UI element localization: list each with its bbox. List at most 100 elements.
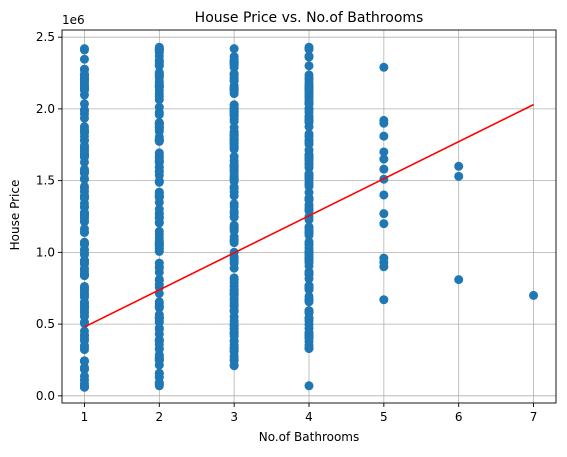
scatter-point — [229, 199, 239, 209]
scatter-point — [79, 152, 89, 162]
scatter-point — [79, 181, 89, 191]
scatter-point — [154, 213, 164, 223]
scatter-point — [154, 177, 164, 187]
scatter-point — [154, 134, 164, 144]
scatter-point — [79, 371, 89, 381]
y-tick-label: 1.0 — [36, 245, 55, 259]
scatter-point — [379, 118, 389, 128]
scatter-point — [304, 297, 314, 307]
scatter-point — [304, 251, 314, 261]
scatter-point — [154, 323, 164, 333]
scatter-point — [379, 295, 389, 305]
scatter-point — [529, 290, 539, 300]
scatter-point — [229, 56, 239, 66]
scatter-point — [454, 161, 464, 171]
scatter-point — [229, 212, 239, 222]
scatter-point — [79, 364, 89, 374]
axes — [58, 29, 557, 407]
scatter-point — [79, 131, 89, 141]
y-tick-label: 0.5 — [36, 317, 55, 331]
scatter-point — [229, 224, 239, 234]
scatter-point — [304, 52, 314, 62]
scatter-point — [304, 98, 314, 108]
scatter-point — [79, 70, 89, 80]
scatter-point — [454, 275, 464, 285]
scatter-point — [154, 339, 164, 349]
scatter-point — [454, 171, 464, 181]
scatter-point — [79, 140, 89, 150]
scatter-point — [79, 336, 89, 346]
scatter-point — [229, 106, 239, 116]
scatter-point — [79, 173, 89, 183]
scatter-point — [79, 113, 89, 123]
scatter-point — [154, 263, 164, 273]
y-tick-label: 0.0 — [36, 389, 55, 403]
scatter-point — [304, 343, 314, 353]
x-axis-label: No.of Bathrooms — [259, 430, 360, 444]
scatter-point — [229, 176, 239, 186]
x-tick-label: 2 — [155, 410, 163, 424]
scatter-point — [154, 110, 164, 120]
scatter-point — [304, 332, 314, 342]
scatter-point — [229, 347, 239, 357]
scatter-point — [154, 55, 164, 65]
scatter-point — [379, 190, 389, 200]
scatter-point — [154, 301, 164, 311]
scatter-point — [154, 156, 164, 166]
y-axis-label: House Price — [8, 180, 22, 251]
scatter-point — [154, 368, 164, 378]
scatter-point — [229, 340, 239, 350]
x-tick-label: 7 — [530, 410, 538, 424]
scatter-point — [79, 342, 89, 352]
scatter-point — [154, 226, 164, 236]
x-tick-label: 6 — [455, 410, 463, 424]
scatter-point — [229, 289, 239, 299]
scatter-point — [229, 238, 239, 248]
scatter-point — [304, 73, 314, 83]
scatter-point — [154, 122, 164, 132]
scatter-point — [229, 156, 239, 166]
scatter-point — [304, 381, 314, 391]
y-tick-label: 2.0 — [36, 102, 55, 116]
scatter-point — [154, 167, 164, 177]
scatter-point — [304, 283, 314, 293]
scatter-point — [229, 183, 239, 193]
scatter-point — [79, 214, 89, 224]
scatter-point — [379, 209, 389, 219]
scatter-point — [304, 195, 314, 205]
scatter-point — [379, 262, 389, 272]
scatter-point — [304, 86, 314, 96]
scatter-point — [79, 264, 89, 274]
scatter-point — [379, 219, 389, 229]
scatter-point — [304, 61, 314, 71]
scatter-point — [229, 44, 239, 54]
scatter-point — [304, 42, 314, 52]
scatter-point — [154, 379, 164, 389]
scatter-point — [154, 310, 164, 320]
scatter-point — [304, 137, 314, 147]
scatter-point — [154, 95, 164, 105]
scatter-point — [304, 312, 314, 322]
scatter-point — [304, 122, 314, 132]
fit-line — [84, 103, 534, 328]
scatter-point — [154, 243, 164, 253]
chart-title: House Price vs. No.of Bathrooms — [195, 10, 424, 26]
scatter-point — [229, 130, 239, 140]
scatter-point — [304, 230, 314, 240]
scatter-point — [379, 131, 389, 141]
scatter-point — [79, 311, 89, 321]
y-tick-label: 2.5 — [36, 30, 55, 44]
y-offset-label: 1e6 — [62, 13, 85, 27]
scatter-point — [229, 298, 239, 308]
scatter-point — [154, 189, 164, 199]
data-points — [79, 42, 539, 392]
scatter-point — [229, 169, 239, 179]
scatter-point — [79, 105, 89, 115]
scatter-point — [304, 107, 314, 117]
y-tick-label: 1.5 — [36, 174, 55, 188]
scatter-point — [79, 292, 89, 302]
scatter-point — [79, 256, 89, 266]
scatter-point — [154, 42, 164, 52]
x-tick-label: 3 — [230, 410, 238, 424]
